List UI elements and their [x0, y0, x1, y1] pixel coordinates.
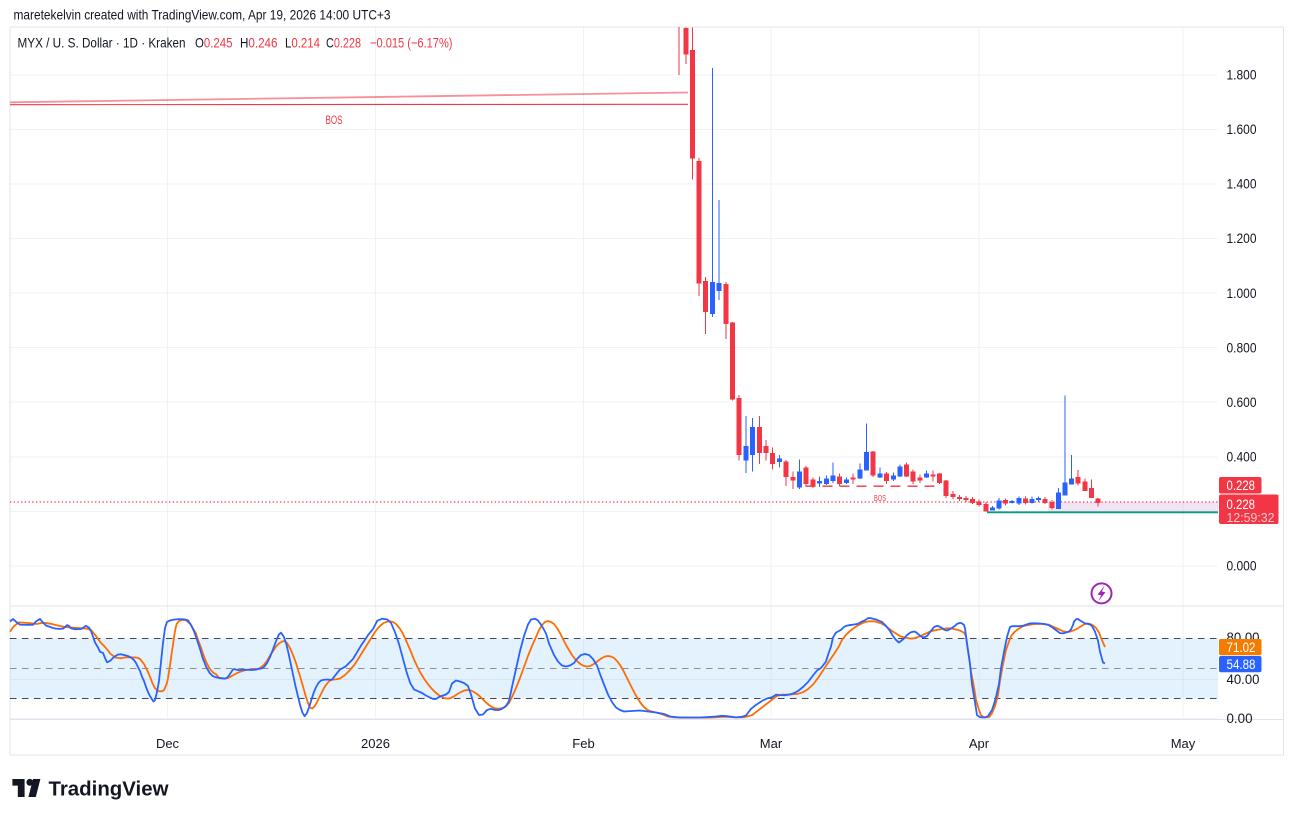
svg-text:Mar: Mar	[760, 736, 783, 751]
svg-text:TradingView: TradingView	[49, 779, 169, 801]
svg-text:maretekelvin created with Trad: maretekelvin created with TradingView.co…	[14, 7, 391, 23]
svg-text:1.400: 1.400	[1227, 177, 1257, 192]
svg-text:0.228: 0.228	[1227, 478, 1256, 493]
svg-text:0.000: 0.000	[1227, 559, 1257, 574]
svg-text:1.600: 1.600	[1227, 122, 1257, 137]
svg-text:O0.245: O0.245	[195, 35, 233, 51]
svg-text:Apr: Apr	[969, 736, 990, 751]
svg-text:H0.246: H0.246	[240, 35, 278, 51]
svg-text:May: May	[1171, 736, 1196, 751]
svg-text:54.88: 54.88	[1227, 657, 1256, 672]
svg-text:0.600: 0.600	[1227, 395, 1257, 410]
svg-text:0.228: 0.228	[1227, 497, 1256, 512]
svg-text:C0.228: C0.228	[326, 35, 361, 51]
svg-text:Feb: Feb	[572, 736, 594, 751]
svg-text:−0.015 (−6.17%): −0.015 (−6.17%)	[370, 35, 453, 51]
svg-text:0.00: 0.00	[1227, 711, 1253, 726]
svg-text:1.200: 1.200	[1227, 231, 1257, 246]
svg-text:0.400: 0.400	[1227, 449, 1257, 464]
svg-text:Dec: Dec	[156, 736, 180, 751]
svg-text:1.800: 1.800	[1227, 68, 1257, 83]
svg-text:71.02: 71.02	[1227, 640, 1256, 655]
svg-text:0.800: 0.800	[1227, 340, 1257, 355]
svg-text:1.000: 1.000	[1227, 286, 1257, 301]
svg-text:40.00: 40.00	[1227, 672, 1260, 687]
svg-text:BOS: BOS	[326, 113, 343, 127]
svg-text:12:59:32: 12:59:32	[1227, 510, 1275, 525]
svg-text:L0.214: L0.214	[285, 35, 320, 51]
svg-text:MYX / U. S. Dollar · 1D · Krak: MYX / U. S. Dollar · 1D · Kraken	[18, 35, 186, 51]
svg-text:BOS: BOS	[874, 493, 886, 503]
svg-text:2026: 2026	[361, 736, 390, 751]
